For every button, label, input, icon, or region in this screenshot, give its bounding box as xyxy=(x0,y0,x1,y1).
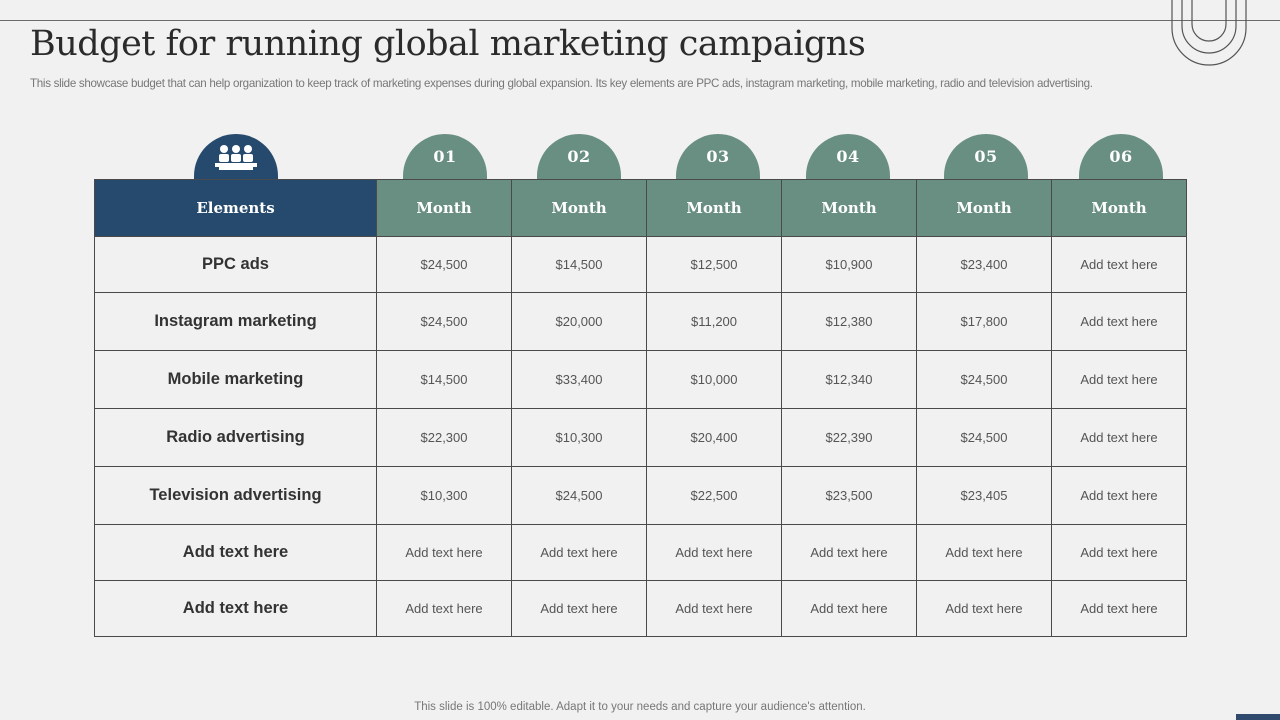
tab-number: 06 xyxy=(1109,147,1133,166)
table-row: PPC ads $24,500 $14,500 $12,500 $10,900 $23,4… xyxy=(94,236,1187,293)
table-cell: Add text here xyxy=(1051,350,1187,409)
table-cell: $17,800 xyxy=(916,292,1052,351)
month-tab-05: 05 xyxy=(944,134,1028,180)
table-cell: $20,400 xyxy=(646,408,782,467)
table-cell: Add text here xyxy=(781,580,917,637)
people-group-icon xyxy=(215,145,257,170)
table-cell: Add text here xyxy=(1051,524,1187,581)
table-cell: Add text here xyxy=(1051,292,1187,351)
table-cell: $23,400 xyxy=(916,236,1052,293)
table-cell: $12,380 xyxy=(781,292,917,351)
table-cell: $10,000 xyxy=(646,350,782,409)
row-label: Radio advertising xyxy=(94,408,377,467)
budget-table: Elements Month Month Month Month Month M… xyxy=(94,179,1187,637)
table-cell: Add text here xyxy=(511,580,647,637)
table-row: Radio advertising $22,300 $10,300 $20,400 $2… xyxy=(94,408,1187,467)
header-elements: Elements xyxy=(94,179,377,237)
page-title: Budget for running global marketing camp… xyxy=(30,24,866,64)
top-rule xyxy=(0,20,1280,21)
table-cell: $23,405 xyxy=(916,466,1052,525)
table-cell: $24,500 xyxy=(376,236,512,293)
table-cell: $14,500 xyxy=(376,350,512,409)
table-cell: $10,900 xyxy=(781,236,917,293)
row-label: PPC ads xyxy=(94,236,377,293)
table-cell: Add text here xyxy=(511,524,647,581)
table-cell: $23,500 xyxy=(781,466,917,525)
table-cell: $22,500 xyxy=(646,466,782,525)
header-month: Month xyxy=(781,179,917,237)
table-cell: $11,200 xyxy=(646,292,782,351)
tab-number: 02 xyxy=(567,147,591,166)
table-cell: $24,500 xyxy=(511,466,647,525)
table-cell: $24,500 xyxy=(376,292,512,351)
month-tab-02: 02 xyxy=(537,134,621,180)
table-row: Instagram marketing $24,500 $20,000 $11,200… xyxy=(94,292,1187,351)
row-label: Add text here xyxy=(94,524,377,581)
table-cell: $22,390 xyxy=(781,408,917,467)
page-subtitle: This slide showcase budget that can help… xyxy=(30,77,1093,90)
table-cell: Add text here xyxy=(646,580,782,637)
table-row: Add text here Add text here Add text here A… xyxy=(94,524,1187,581)
month-tab-03: 03 xyxy=(676,134,760,180)
table-cell: Add text here xyxy=(376,524,512,581)
table-row: Mobile marketing $14,500 $33,400 $10,000 $12… xyxy=(94,350,1187,409)
tab-number: 01 xyxy=(433,147,457,166)
tab-number: 03 xyxy=(706,147,730,166)
table-cell: $14,500 xyxy=(511,236,647,293)
table-row: Television advertising $10,300 $24,500 $22,… xyxy=(94,466,1187,525)
header-month: Month xyxy=(511,179,647,237)
tab-number: 05 xyxy=(974,147,998,166)
header-month: Month xyxy=(376,179,512,237)
table-cell: Add text here xyxy=(1051,408,1187,467)
month-tab-06: 06 xyxy=(1079,134,1163,180)
table-cell: $20,000 xyxy=(511,292,647,351)
row-label: Mobile marketing xyxy=(94,350,377,409)
elements-tab xyxy=(194,134,278,180)
row-label: Instagram marketing xyxy=(94,292,377,351)
table-cell: $12,340 xyxy=(781,350,917,409)
table-row: Add text here Add text here Add text here A… xyxy=(94,580,1187,637)
table-cell: $24,500 xyxy=(916,408,1052,467)
tab-number: 04 xyxy=(836,147,860,166)
footer-note: This slide is 100% editable. Adapt it to… xyxy=(414,701,866,713)
header-month: Month xyxy=(1051,179,1187,237)
table-cell: Add text here xyxy=(646,524,782,581)
table-header-row: Elements Month Month Month Month Month M… xyxy=(94,179,1187,237)
table-cell: $24,500 xyxy=(916,350,1052,409)
decorative-loop-icon xyxy=(1171,0,1247,66)
header-month: Month xyxy=(646,179,782,237)
table-cell: Add text here xyxy=(376,580,512,637)
row-label: Television advertising xyxy=(94,466,377,525)
table-cell: $10,300 xyxy=(376,466,512,525)
month-tab-01: 01 xyxy=(403,134,487,180)
table-cell: Add text here xyxy=(916,524,1052,581)
bottom-accent-bar xyxy=(1236,714,1280,720)
month-tab-04: 04 xyxy=(806,134,890,180)
table-cell: $33,400 xyxy=(511,350,647,409)
row-label: Add text here xyxy=(94,580,377,637)
table-cell: Add text here xyxy=(1051,466,1187,525)
table-cell: Add text here xyxy=(916,580,1052,637)
header-month: Month xyxy=(916,179,1052,237)
table-cell: Add text here xyxy=(1051,236,1187,293)
table-cell: Add text here xyxy=(1051,580,1187,637)
table-cell: Add text here xyxy=(781,524,917,581)
table-cell: $10,300 xyxy=(511,408,647,467)
table-cell: $12,500 xyxy=(646,236,782,293)
table-cell: $22,300 xyxy=(376,408,512,467)
